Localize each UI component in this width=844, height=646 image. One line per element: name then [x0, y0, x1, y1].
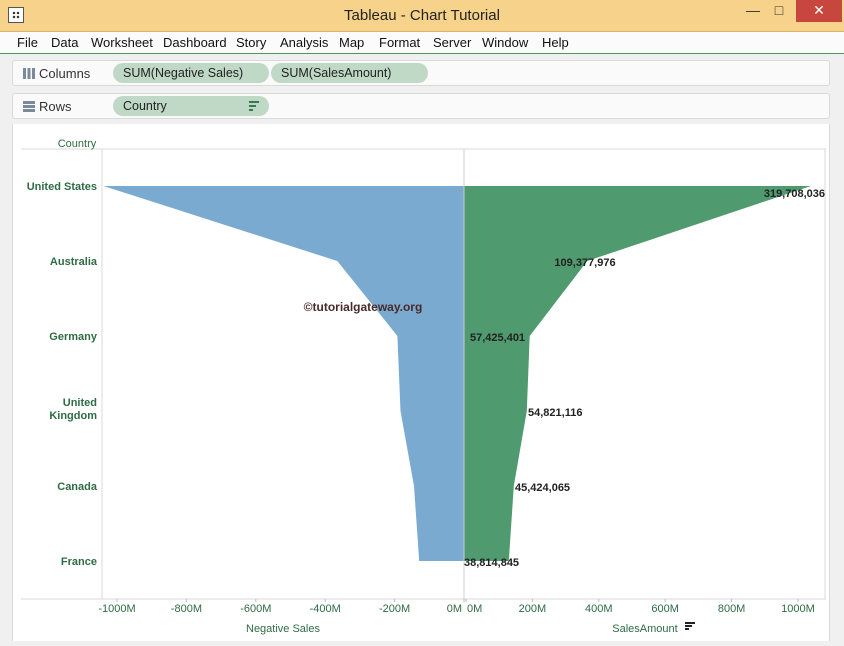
sales-amount-area [464, 186, 811, 561]
data-label-3: 54,821,116 [528, 407, 582, 419]
category-label-france: France [61, 556, 97, 568]
axis-sort-icon[interactable] [685, 622, 695, 630]
right-axis-tick-label-5: 1000M [781, 603, 815, 615]
tableau-app-icon[interactable] [8, 7, 24, 23]
pill-country[interactable]: Country [113, 96, 269, 116]
category-label-germany: Germany [49, 331, 98, 343]
menu-story[interactable]: Story [236, 35, 267, 50]
right-axis-tick-label-1: 200M [519, 603, 547, 615]
left-axis-tick-label-0: -1000M [98, 603, 135, 615]
category-label-united-kingdom: United Kingdom [49, 397, 97, 422]
category-label-australia: Australia [50, 256, 98, 268]
data-label-1: 109,377,976 [554, 257, 615, 269]
menu-map[interactable]: Map [339, 35, 365, 50]
menu-server[interactable]: Server [433, 35, 472, 50]
sort-descending-icon[interactable] [249, 101, 259, 111]
negative-sales-area [103, 186, 464, 561]
menu-data[interactable]: Data [51, 35, 79, 50]
left-axis-tick-label-1: -800M [171, 603, 202, 615]
watermark-text: ©tutorialgateway.org [304, 300, 423, 314]
pill-sales-amount[interactable]: SUM(SalesAmount) [271, 63, 428, 83]
data-label-4: 45,424,065 [515, 482, 570, 494]
data-label-5: 38,814,845 [464, 557, 519, 569]
menu-file[interactable]: File [17, 35, 38, 50]
data-label-0: 319,708,036 [764, 188, 825, 200]
columns-shelf-label: Columns [39, 66, 91, 81]
left-axis-title: Negative Sales [246, 623, 320, 635]
right-axis-tick-label-4: 800M [718, 603, 746, 615]
rows-icon [23, 101, 35, 112]
right-axis-title: SalesAmount [612, 623, 677, 635]
menu-bar: File Data Worksheet Dashboard Story Anal… [0, 32, 844, 54]
menu-help[interactable]: Help [542, 35, 569, 50]
menu-analysis[interactable]: Analysis [280, 35, 329, 50]
right-axis-tick-label-3: 600M [651, 603, 679, 615]
close-icon[interactable]: ✕ [796, 0, 842, 22]
menu-dashboard[interactable]: Dashboard [163, 35, 227, 50]
pill-country-label: Country [123, 99, 167, 113]
chart-panel: Country United States Australia Germany Unit… [12, 124, 830, 641]
title-bar: Tableau - Chart Tutorial — □ ✕ [0, 0, 844, 32]
left-axis-tick-label-2: -600M [240, 603, 271, 615]
window-title: Tableau - Chart Tutorial [344, 7, 500, 24]
menu-worksheet[interactable]: Worksheet [91, 35, 153, 50]
menu-format[interactable]: Format [379, 35, 421, 50]
category-label-united-states: United States [27, 181, 97, 193]
left-axis-tick-label-3: -400M [310, 603, 341, 615]
data-label-2: 57,425,401 [470, 332, 525, 344]
columns-icon [23, 68, 35, 79]
columns-shelf[interactable]: Columns SUM(Negative Sales) SUM(SalesAmo… [12, 60, 830, 86]
chart-svg: Country United States Australia Germany Unit… [21, 138, 826, 635]
maximize-icon[interactable]: □ [774, 2, 784, 18]
left-axis-tick-label-4: -200M [379, 603, 410, 615]
menu-window[interactable]: Window [482, 35, 529, 50]
category-label-canada: Canada [57, 481, 98, 493]
minimize-icon[interactable]: — [746, 2, 760, 18]
pill-negative-sales[interactable]: SUM(Negative Sales) [113, 63, 269, 83]
rows-shelf-label: Rows [39, 99, 72, 114]
left-axis-tick-label-5: 0M [447, 603, 462, 615]
row-header-title: Country [58, 138, 97, 150]
rows-shelf[interactable]: Rows Country [12, 93, 830, 119]
right-axis-tick-label-0: 0M [467, 603, 482, 615]
right-axis-tick-label-2: 400M [585, 603, 613, 615]
